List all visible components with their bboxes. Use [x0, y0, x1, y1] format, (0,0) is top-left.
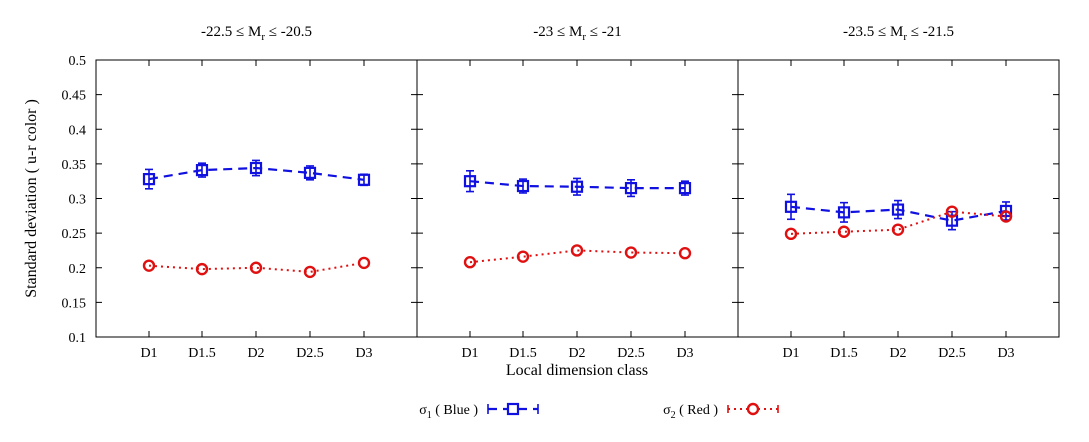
panel-3: D1 D1.5 D2 D2.5 D3 -23.5 ≤ Mr ≤ -21.5	[737, 24, 1060, 361]
x-tick-label: D2.5	[296, 346, 324, 361]
data-point	[837, 206, 851, 219]
panel-1: D1 D1.5 D2 D2.5 D3 -22.5 ≤ Mr ≤ -20.5	[95, 24, 418, 361]
data-point	[891, 203, 905, 216]
data-point	[624, 246, 638, 259]
panel-frame	[737, 59, 1060, 338]
data-point	[249, 161, 263, 175]
x-tick-label: D3	[997, 346, 1014, 361]
y-tick-label: 0.5	[69, 54, 87, 69]
data-point	[678, 182, 692, 195]
x-tick-label: D1	[140, 346, 157, 361]
x-tick-label: D1	[461, 346, 478, 361]
y-tick-label: 0.1	[69, 331, 87, 346]
legend-marker-square	[506, 402, 520, 416]
y-tick-label: 0.4	[69, 123, 87, 138]
panel-title: -23 ≤ Mr ≤ -21	[533, 24, 621, 43]
x-tick-label: D3	[355, 346, 372, 361]
y-tick-label: 0.25	[62, 227, 87, 242]
x-tick-label: D1.5	[188, 346, 216, 361]
data-point	[999, 210, 1013, 223]
data-point	[784, 227, 798, 241]
legend: σ1 ( Blue ) σ2 ( Red )	[419, 402, 779, 421]
data-point	[142, 259, 156, 272]
x-tick-label: D2	[247, 346, 264, 361]
legend-marker-circle	[746, 402, 760, 416]
y-tick-label: 0.35	[62, 158, 87, 173]
data-point	[784, 200, 798, 213]
data-point	[303, 166, 317, 179]
data-point	[516, 250, 530, 263]
data-point	[837, 225, 851, 238]
legend-label: σ1 ( Blue )	[419, 403, 478, 421]
data-point	[303, 265, 317, 279]
x-tick-label: D3	[676, 346, 693, 361]
x-axis-title: Local dimension class	[506, 362, 648, 379]
series-line-red	[148, 261, 365, 273]
y-axis-title: Standard deviation ( u-r color )	[23, 99, 40, 298]
x-tick-label: D2.5	[938, 346, 966, 361]
data-point	[142, 173, 156, 186]
data-point	[357, 256, 371, 270]
y-tick-label: 0.2	[69, 262, 87, 277]
x-tick-label: D1.5	[830, 346, 858, 361]
x-tick-label: D2	[568, 346, 585, 361]
data-point	[463, 175, 477, 188]
x-tick-label: D2	[889, 346, 906, 361]
panel-frame	[416, 59, 739, 338]
panel-2: D1 D1.5 D2 D2.5 D3 -23 ≤ Mr ≤ -21	[416, 24, 739, 361]
data-point	[945, 205, 959, 218]
panel-title: -23.5 ≤ Mr ≤ -21.5	[843, 24, 954, 43]
data-point	[678, 247, 692, 260]
data-point	[195, 164, 209, 177]
x-tick-label: D2.5	[617, 346, 645, 361]
data-point	[624, 182, 638, 195]
x-tick-label: D1	[782, 346, 799, 361]
data-point	[357, 173, 371, 186]
y-tick-label: 0.45	[62, 89, 87, 104]
data-point	[891, 223, 905, 236]
panel-frame	[95, 59, 418, 338]
data-point	[195, 262, 209, 276]
legend-label: σ2 ( Red )	[663, 403, 718, 421]
panel-title: -22.5 ≤ Mr ≤ -20.5	[201, 24, 312, 43]
data-point	[516, 179, 530, 193]
x-tick-label: D1.5	[509, 346, 537, 361]
y-tick-label: 0.15	[62, 296, 87, 311]
data-point	[249, 261, 263, 274]
data-point	[570, 180, 584, 193]
data-point	[570, 244, 584, 257]
data-point	[999, 204, 1013, 218]
y-tick-label: 0.3	[69, 193, 87, 208]
data-point	[463, 256, 477, 269]
